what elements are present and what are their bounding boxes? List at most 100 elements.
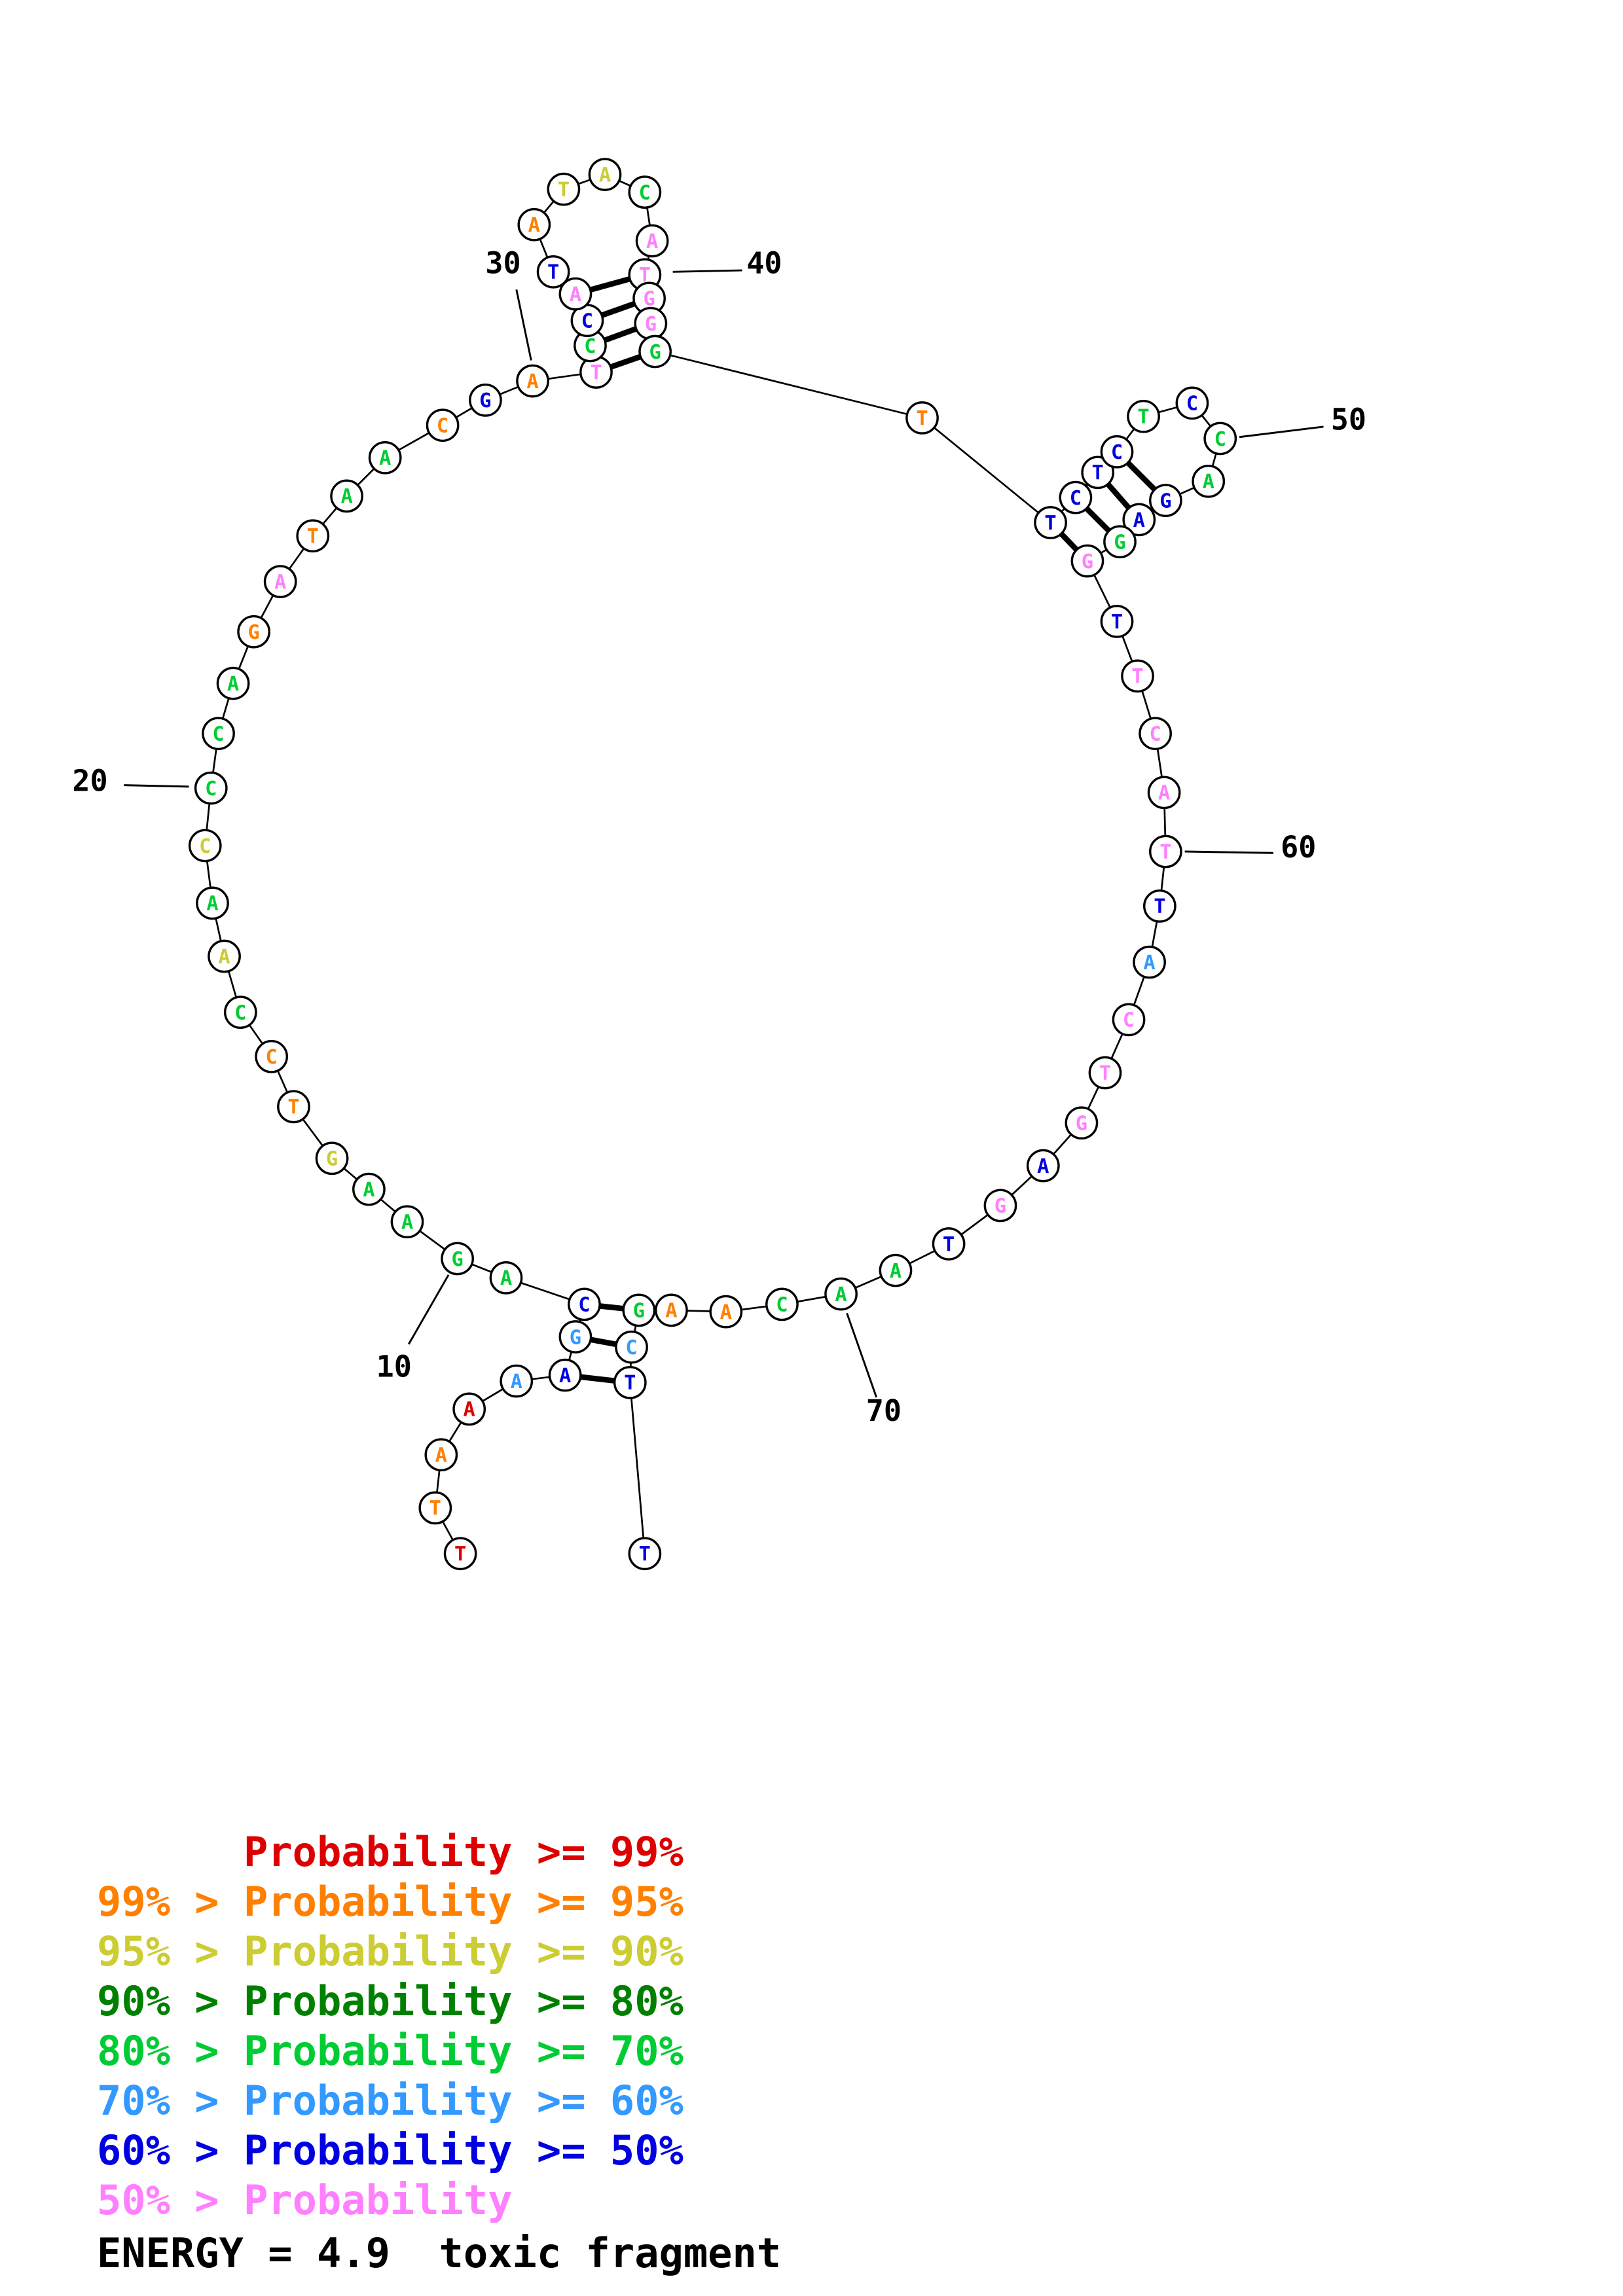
nucleotide-circle	[1121, 659, 1154, 693]
nucleotide-circle	[352, 1172, 386, 1206]
position-label: 40	[746, 246, 782, 281]
nucleotide-circle	[1149, 834, 1182, 869]
nucleotide-circle	[547, 172, 581, 206]
legend-entry: Probability >= 99%	[97, 1828, 684, 1876]
position-leader-line	[407, 1274, 450, 1345]
nucleotide-base: G	[994, 1195, 1006, 1218]
nucleotide-circle	[330, 479, 363, 513]
nucleotide-base: C	[266, 1046, 278, 1069]
nucleotide-circle	[879, 1253, 913, 1287]
position-label: 50	[1331, 402, 1366, 437]
nucleotide-base: C	[1111, 441, 1123, 464]
position-leader-line	[124, 784, 189, 788]
nucleotide-base: T	[1044, 512, 1056, 535]
legend-entry: 50% > Probability	[97, 2176, 513, 2224]
nucleotide-base: T	[558, 179, 570, 202]
nucleotide-base: G	[1114, 531, 1125, 554]
nucleotide-circle	[216, 666, 250, 700]
nucleotide-circle	[1175, 386, 1209, 420]
position-label: 60	[1281, 830, 1316, 865]
nucleotide-circle	[202, 717, 235, 751]
nucleotide-circle	[188, 829, 222, 863]
nucleotide-circle	[368, 440, 402, 475]
nucleotide-circle	[558, 277, 593, 311]
nucleotide-base: T	[1099, 1062, 1111, 1085]
nucleotide-base: A	[274, 571, 286, 594]
nucleotide-circle	[489, 1261, 523, 1295]
nucleotide-base: A	[363, 1179, 374, 1202]
nucleotide-circle	[613, 1365, 647, 1399]
nucleotide-circle	[194, 771, 228, 805]
nucleotide-base: A	[835, 1283, 847, 1306]
nucleotide-base: A	[890, 1260, 902, 1283]
nucleotide-circle	[932, 1227, 966, 1261]
nucleotide-circle	[1100, 605, 1134, 638]
nucleotide-circle	[1112, 1003, 1146, 1037]
nucleotide-circle	[709, 1295, 743, 1329]
nucleotide-circle	[1100, 435, 1134, 469]
legend-entry: 95% > Probability >= 90%	[97, 1928, 684, 1975]
nucleotide-circle	[628, 175, 662, 209]
nucleotide-circle	[1127, 399, 1160, 433]
nucleotide-base: T	[1159, 841, 1171, 864]
nucleotide-base: G	[1076, 1113, 1087, 1136]
nucleotide-base: C	[1214, 428, 1226, 451]
nucleotide-base: C	[1186, 393, 1198, 416]
nucleotide-circle	[905, 401, 939, 435]
nucleotide-base: T	[1092, 462, 1104, 485]
nucleotide-base: A	[435, 1444, 447, 1467]
position-label: 20	[72, 764, 107, 798]
nucleotide-circle	[443, 1537, 477, 1571]
nucleotide-base: G	[451, 1248, 463, 1271]
nucleotide-base: C	[639, 181, 651, 204]
position-label: 30	[485, 246, 520, 281]
nucleotide-base: C	[584, 335, 596, 358]
legend-entry: 60% > Probability >= 50%	[97, 2126, 684, 2174]
nucleotide-base: T	[1111, 611, 1123, 634]
nucleotide-circle	[424, 1438, 458, 1472]
nucleotide-base: T	[943, 1233, 955, 1256]
nucleotide-circle	[452, 1392, 486, 1426]
nucleotide-base: A	[206, 893, 218, 916]
nucleotide-circle	[208, 939, 241, 973]
nucleotide-base: A	[526, 370, 538, 393]
nucleotide-base: C	[581, 310, 593, 333]
nucleotide-circle	[1192, 465, 1226, 498]
position-leader-line	[1239, 425, 1324, 439]
nucleotide-circle	[441, 1242, 474, 1276]
nucleotide-base: C	[1123, 1009, 1135, 1032]
nucleotide-base: A	[511, 1371, 522, 1393]
nucleotide-circle	[263, 565, 297, 598]
nucleotide-base: A	[720, 1301, 732, 1324]
nucleotide-base: T	[639, 264, 651, 287]
nucleotide-circle	[1088, 1056, 1122, 1090]
legend-entry: 80% > Probability >= 70%	[97, 2027, 684, 2075]
position-leader-line	[846, 1312, 878, 1398]
nucleotide-base: T	[547, 261, 559, 284]
nucleotide-base: C	[234, 1001, 246, 1024]
nucleotide-circle	[1133, 945, 1166, 979]
nucleotide-base: T	[590, 361, 602, 384]
nucleotide-circle	[500, 1364, 534, 1398]
energy-label: ENERGY = 4.9 toxic fragment	[97, 2229, 782, 2277]
nucleotide-circle	[237, 615, 270, 649]
backbone-segment	[655, 350, 922, 419]
nucleotide-base: A	[528, 214, 540, 237]
nucleotide-circle	[568, 1287, 601, 1321]
position-leader-line	[515, 289, 532, 361]
nucleotide-base: A	[340, 486, 352, 509]
nucleotide-circle	[655, 1293, 688, 1327]
nucleotide-circle	[1143, 889, 1176, 923]
nucleotide-base: C	[437, 415, 448, 438]
nucleotide-base: T	[624, 1372, 636, 1395]
nucleotide-base: C	[1149, 723, 1161, 746]
nucleotide-base: C	[199, 835, 211, 858]
nucleotide-base: A	[401, 1211, 413, 1234]
nucleotide-circle	[1070, 544, 1104, 578]
nucleotide-circle	[536, 255, 570, 289]
nucleotide-circle	[1065, 1106, 1099, 1140]
position-leader-line	[1184, 850, 1273, 854]
nucleotide-circle	[296, 519, 330, 553]
nucleotide-circle	[615, 1330, 648, 1364]
